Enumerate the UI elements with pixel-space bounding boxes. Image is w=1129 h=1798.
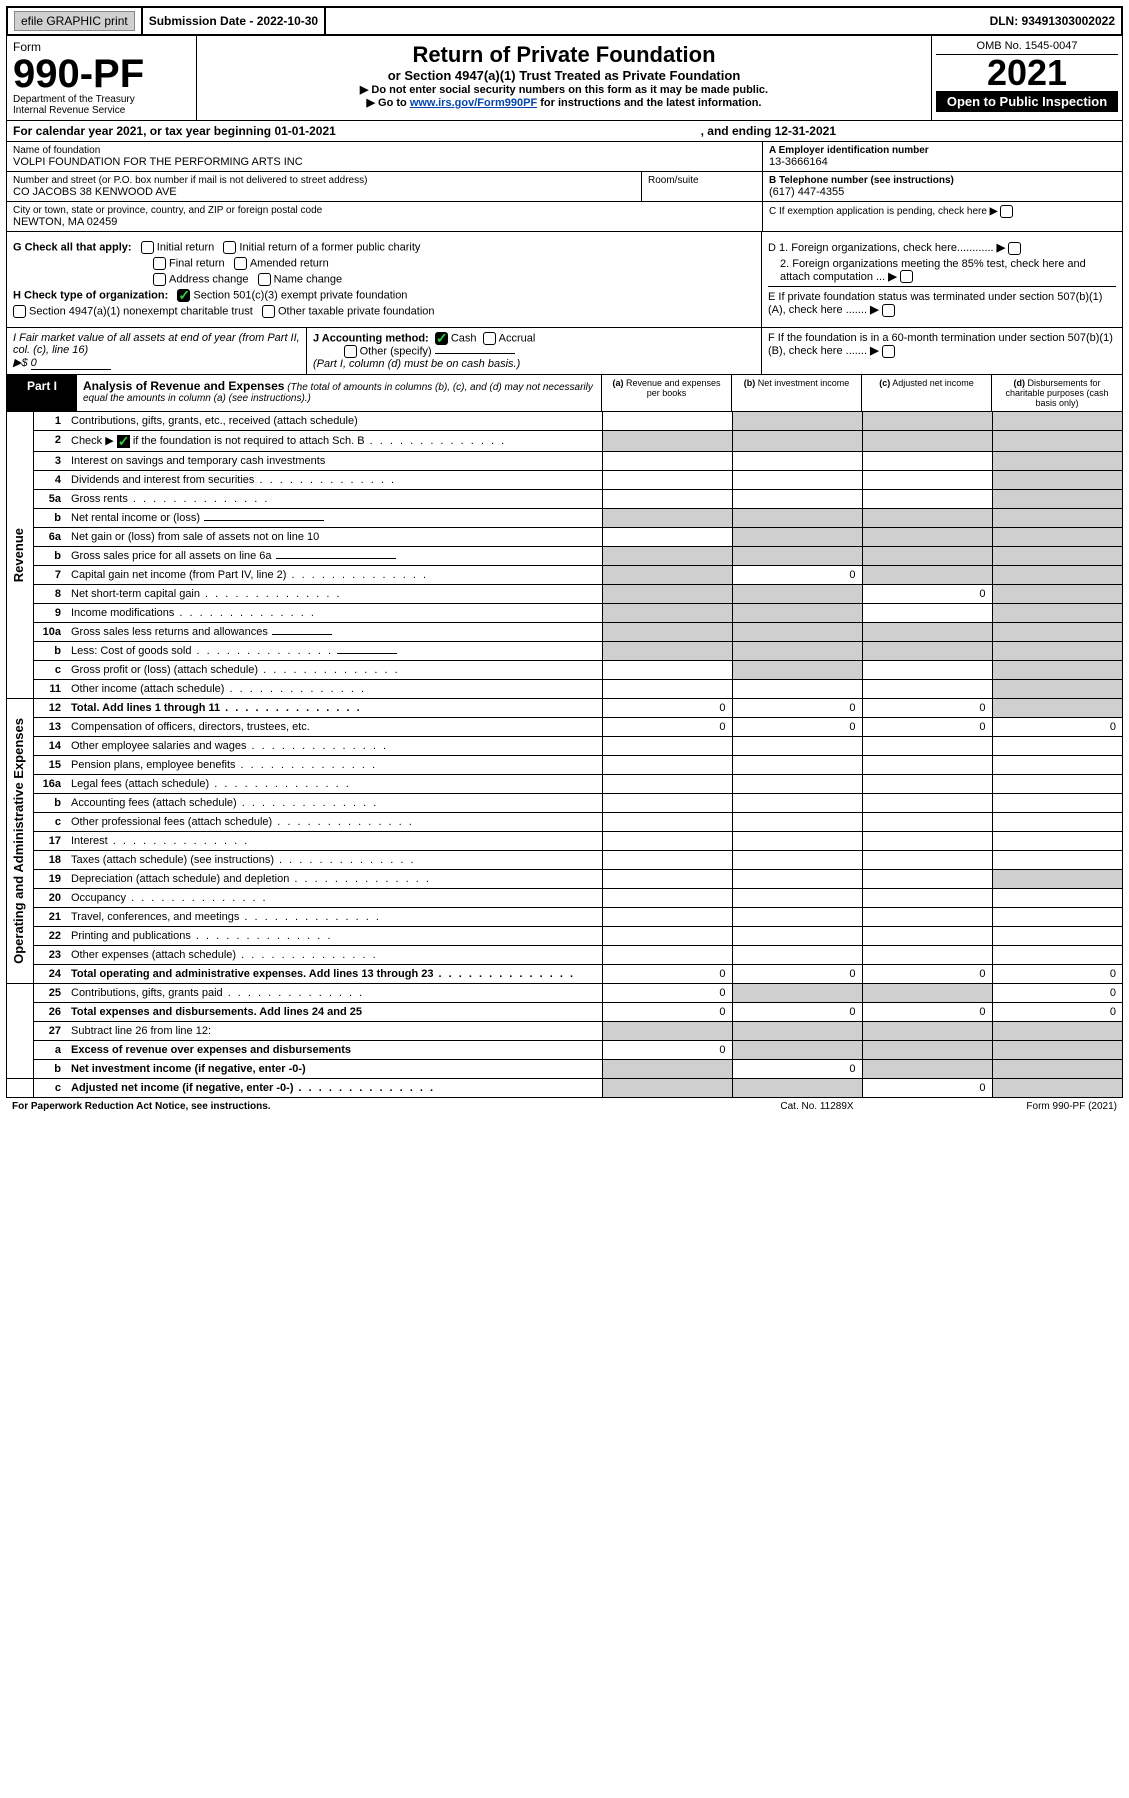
instr-goto: ▶ Go to www.irs.gov/Form990PF for instru… xyxy=(203,96,925,109)
identity-block: Name of foundation VOLPI FOUNDATION FOR … xyxy=(6,142,1123,232)
top-bar: efile GRAPHIC print Submission Date - 20… xyxy=(6,6,1123,36)
h-501c3-cb[interactable] xyxy=(177,289,190,302)
revenue-sidelabel: Revenue xyxy=(11,528,26,582)
tel-value: (617) 447-4355 xyxy=(769,186,1116,198)
page-footer: For Paperwork Reduction Act Notice, see … xyxy=(6,1098,1123,1115)
i-label: I Fair market value of all assets at end… xyxy=(13,332,300,356)
part1-title: Analysis of Revenue and Expenses xyxy=(83,379,284,393)
room-label: Room/suite xyxy=(642,172,762,201)
form-link[interactable]: www.irs.gov/Form990PF xyxy=(410,97,537,109)
i-value: 0 xyxy=(31,357,111,370)
ein-value: 13-3666164 xyxy=(769,156,1116,168)
form-title: Return of Private Foundation xyxy=(203,42,925,68)
j-note: (Part I, column (d) must be on cash basi… xyxy=(313,358,520,370)
city-label: City or town, state or province, country… xyxy=(13,205,756,216)
instr-ssn: ▶ Do not enter social security numbers o… xyxy=(203,83,925,96)
part-1: Part I Analysis of Revenue and Expenses … xyxy=(6,375,1123,1098)
j-accrual-cb[interactable] xyxy=(483,332,496,345)
form-subtitle: or Section 4947(a)(1) Trust Treated as P… xyxy=(203,68,925,83)
tel-label: B Telephone number (see instructions) xyxy=(769,175,1116,186)
efile-graphic-btn[interactable]: efile GRAPHIC print xyxy=(14,11,135,31)
j-cash-cb[interactable] xyxy=(435,332,448,345)
j-other-cb[interactable] xyxy=(344,345,357,358)
address: CO JACOBS 38 KENWOOD AVE xyxy=(13,186,635,198)
dept-treasury: Department of the Treasury xyxy=(13,94,190,105)
h-4947-cb[interactable] xyxy=(13,305,26,318)
header-row: Form 990-PF Department of the Treasury I… xyxy=(6,36,1123,121)
expenses-sidelabel: Operating and Administrative Expenses xyxy=(11,718,26,964)
form-number: 990-PF xyxy=(13,54,190,94)
open-public: Open to Public Inspection xyxy=(936,91,1118,112)
dln: DLN: 93491303002022 xyxy=(984,8,1121,34)
schb-cb[interactable] xyxy=(117,435,130,448)
g-name-cb[interactable] xyxy=(258,273,271,286)
submission-date: Submission Date - 2022-10-30 xyxy=(143,8,326,34)
g-label: G Check all that apply: xyxy=(13,241,132,253)
part1-table: Revenue 1 Contributions, gifts, grants, … xyxy=(7,411,1122,1097)
c-checkbox[interactable] xyxy=(1000,205,1013,218)
g-initial-public-cb[interactable] xyxy=(223,241,236,254)
g-h-section: G Check all that apply: Initial return I… xyxy=(6,232,1123,328)
d2-cb[interactable] xyxy=(900,270,913,283)
g-final-cb[interactable] xyxy=(153,257,166,270)
part1-label: Part I xyxy=(7,375,77,411)
name-label: Name of foundation xyxy=(13,145,756,156)
j-label: J Accounting method: xyxy=(313,332,429,344)
d1-cb[interactable] xyxy=(1008,242,1021,255)
i-j-row: I Fair market value of all assets at end… xyxy=(6,328,1123,375)
h-other-cb[interactable] xyxy=(262,305,275,318)
f-cb[interactable] xyxy=(882,345,895,358)
ein-label: A Employer identification number xyxy=(769,145,1116,156)
e-label: E If private foundation status was termi… xyxy=(768,291,1102,316)
cat-no: Cat. No. 11289X xyxy=(717,1101,917,1112)
d2-label: 2. Foreign organizations meeting the 85%… xyxy=(780,258,1086,283)
g-initial-cb[interactable] xyxy=(141,241,154,254)
g-amended-cb[interactable] xyxy=(234,257,247,270)
paperwork-notice: For Paperwork Reduction Act Notice, see … xyxy=(12,1101,717,1112)
addr-label: Number and street (or P.O. box number if… xyxy=(13,175,635,186)
efile-cell: efile GRAPHIC print xyxy=(8,8,143,34)
foundation-name: VOLPI FOUNDATION FOR THE PERFORMING ARTS… xyxy=(13,156,756,168)
c-label: C If exemption application is pending, c… xyxy=(769,206,987,217)
f-label: F If the foundation is in a 60-month ter… xyxy=(768,332,1113,357)
city-value: NEWTON, MA 02459 xyxy=(13,216,756,228)
h-label: H Check type of organization: xyxy=(13,289,168,301)
form-ref: Form 990-PF (2021) xyxy=(917,1101,1117,1112)
calendar-year-row: For calendar year 2021, or tax year begi… xyxy=(6,121,1123,142)
tax-year: 2021 xyxy=(936,55,1118,91)
d1-label: D 1. Foreign organizations, check here..… xyxy=(768,242,994,254)
g-address-cb[interactable] xyxy=(153,273,166,286)
e-cb[interactable] xyxy=(882,304,895,317)
irs: Internal Revenue Service xyxy=(13,105,190,116)
